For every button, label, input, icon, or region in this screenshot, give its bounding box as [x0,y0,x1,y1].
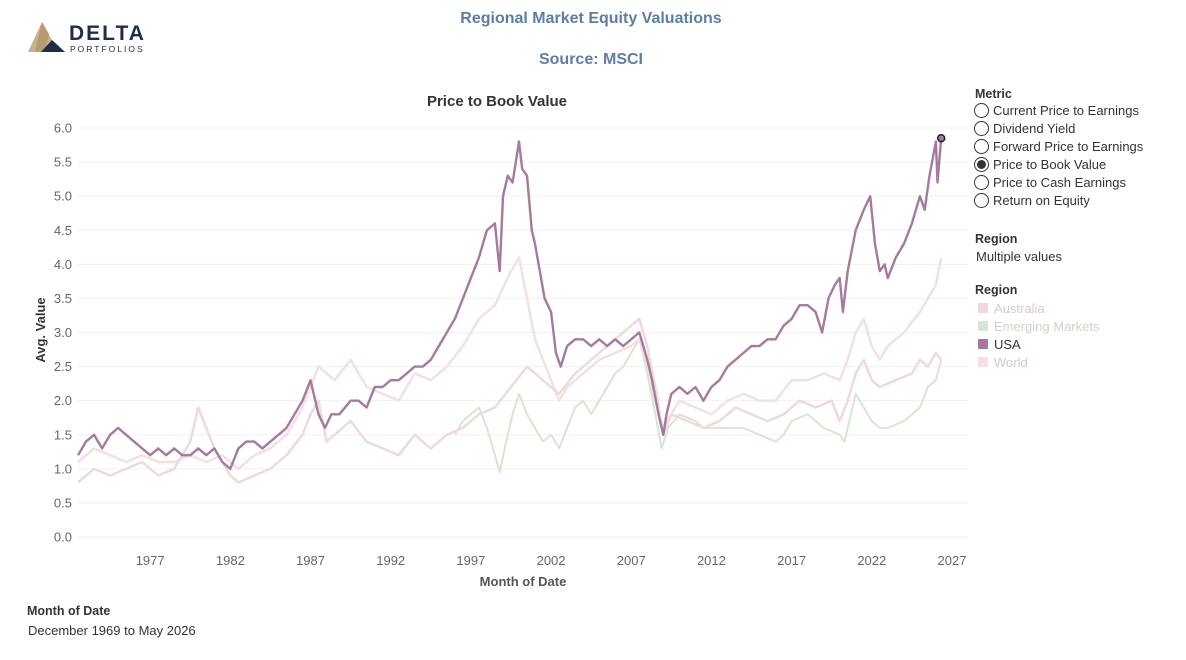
legend-swatch [978,339,988,349]
y-tick-label: 3.5 [54,291,72,306]
x-axis-ticks: 1977 1982 1987 1992 1997 2002 2007 2012 2017 2022… [136,553,967,568]
y-tick-label: 6.0 [54,121,72,136]
x-tick-label: 2002 [537,553,566,568]
y-tick-label: 5.5 [54,155,72,170]
legend-item[interactable]: World [975,353,1099,371]
radio-icon[interactable] [974,174,989,190]
metric-option-label: Price to Book Value [993,156,1107,172]
metric-selector: Metric Current Price to Earnings Dividend… [974,87,1143,209]
y-axis-ticks: 0.0 0.5 1.0 1.5 2.0 2.5 3.0 3.5 4.0 4.5 5.0 5.5 6.0 [54,121,72,545]
y-tick-label: 0.5 [54,495,72,510]
metric-option-label: Dividend Yield [993,120,1076,136]
legend-label: USA [994,336,1021,352]
metric-option-label: Return on Equity [993,192,1090,208]
y-tick-label: 0.0 [54,530,72,545]
metric-option[interactable]: Forward Price to Earnings [974,137,1143,155]
x-tick-label: 1982 [216,553,245,568]
metric-option-label: Current Price to Earnings [993,102,1139,118]
series-line-world [77,256,943,471]
grid-lines [78,127,968,538]
radio-icon[interactable] [974,192,989,208]
metric-option[interactable]: Price to Cash Earnings [974,173,1143,191]
metric-option-label: Price to Cash Earnings [993,174,1126,190]
metric-option[interactable]: Dividend Yield [974,119,1143,137]
x-tick-label: 2022 [857,553,886,568]
chart-title: Price to Book Value [427,93,567,110]
metric-option-label: Forward Price to Earnings [993,138,1144,154]
legend-swatch [978,357,988,367]
region-legend-items: Australia Emerging Markets USA World [975,299,1099,371]
y-tick-label: 3.0 [54,325,72,340]
radio-selected-icon[interactable] [974,156,989,172]
legend-label: Australia [994,300,1045,316]
x-tick-label: 1992 [376,553,405,568]
legend-item[interactable]: Australia [975,299,1099,317]
legend-swatch [978,303,988,313]
y-tick-label: 4.5 [54,223,72,238]
metric-option[interactable]: Price to Book Value [974,155,1143,173]
delta-logo: DELTA PORTFOLIOS [27,18,157,58]
series-line-usa [76,138,943,470]
date-range-title: Month of Date [27,604,111,618]
y-tick-label: 5.0 [54,189,72,204]
page-subtitle: Source: MSCI [538,51,643,68]
series-line-emerging-markets [453,338,943,474]
x-tick-label: 2007 [617,553,646,568]
logo-subtitle: PORTFOLIOS [70,44,145,54]
radio-icon[interactable] [974,120,989,136]
series-lines [76,138,943,484]
x-tick-label: 1997 [456,553,485,568]
radio-icon[interactable] [974,138,989,154]
region-legend-title: Region [975,283,1018,297]
region-filter-value[interactable]: Multiple values [976,249,1062,264]
logo-name: DELTA [69,22,146,45]
legend-swatch [978,321,988,331]
y-tick-label: 4.0 [54,257,72,272]
latest-point [936,133,946,143]
legend-item[interactable]: Emerging Markets [975,317,1099,335]
metric-title: Metric [975,87,1012,101]
radio-icon[interactable] [974,102,989,118]
y-tick-label: 2.0 [54,393,72,408]
x-tick-label: 2027 [938,553,967,568]
x-tick-label: 1987 [296,553,325,568]
page-title: Regional Market Equity Valuations [460,10,722,27]
x-tick-label: 2012 [697,553,726,568]
y-tick-label: 1.5 [54,427,72,442]
x-tick-label: 2017 [777,553,806,568]
region-filter: Region Multiple values [975,232,1062,264]
region-filter-title: Region [975,232,1018,246]
x-tick-label: 1977 [136,553,165,568]
y-tick-label: 2.5 [54,359,72,374]
y-tick-label: 1.0 [54,461,72,476]
metric-option[interactable]: Return on Equity [974,191,1143,209]
legend-item[interactable]: USA [975,335,1099,353]
y-axis-label: Avg. Value [33,297,48,362]
latest-value-marker[interactable] [936,133,946,143]
legend-label: World [994,354,1028,370]
region-legend: Region Australia Emerging Markets USA World [975,283,1099,371]
metric-options: Current Price to Earnings Dividend Yield F… [974,101,1143,209]
logo-mountain-icon [28,22,65,52]
date-range-value: December 1969 to May 2026 [28,623,196,638]
legend-label: Emerging Markets [994,318,1100,334]
metric-option[interactable]: Current Price to Earnings [974,101,1143,119]
x-axis-label: Month of Date [480,574,567,589]
